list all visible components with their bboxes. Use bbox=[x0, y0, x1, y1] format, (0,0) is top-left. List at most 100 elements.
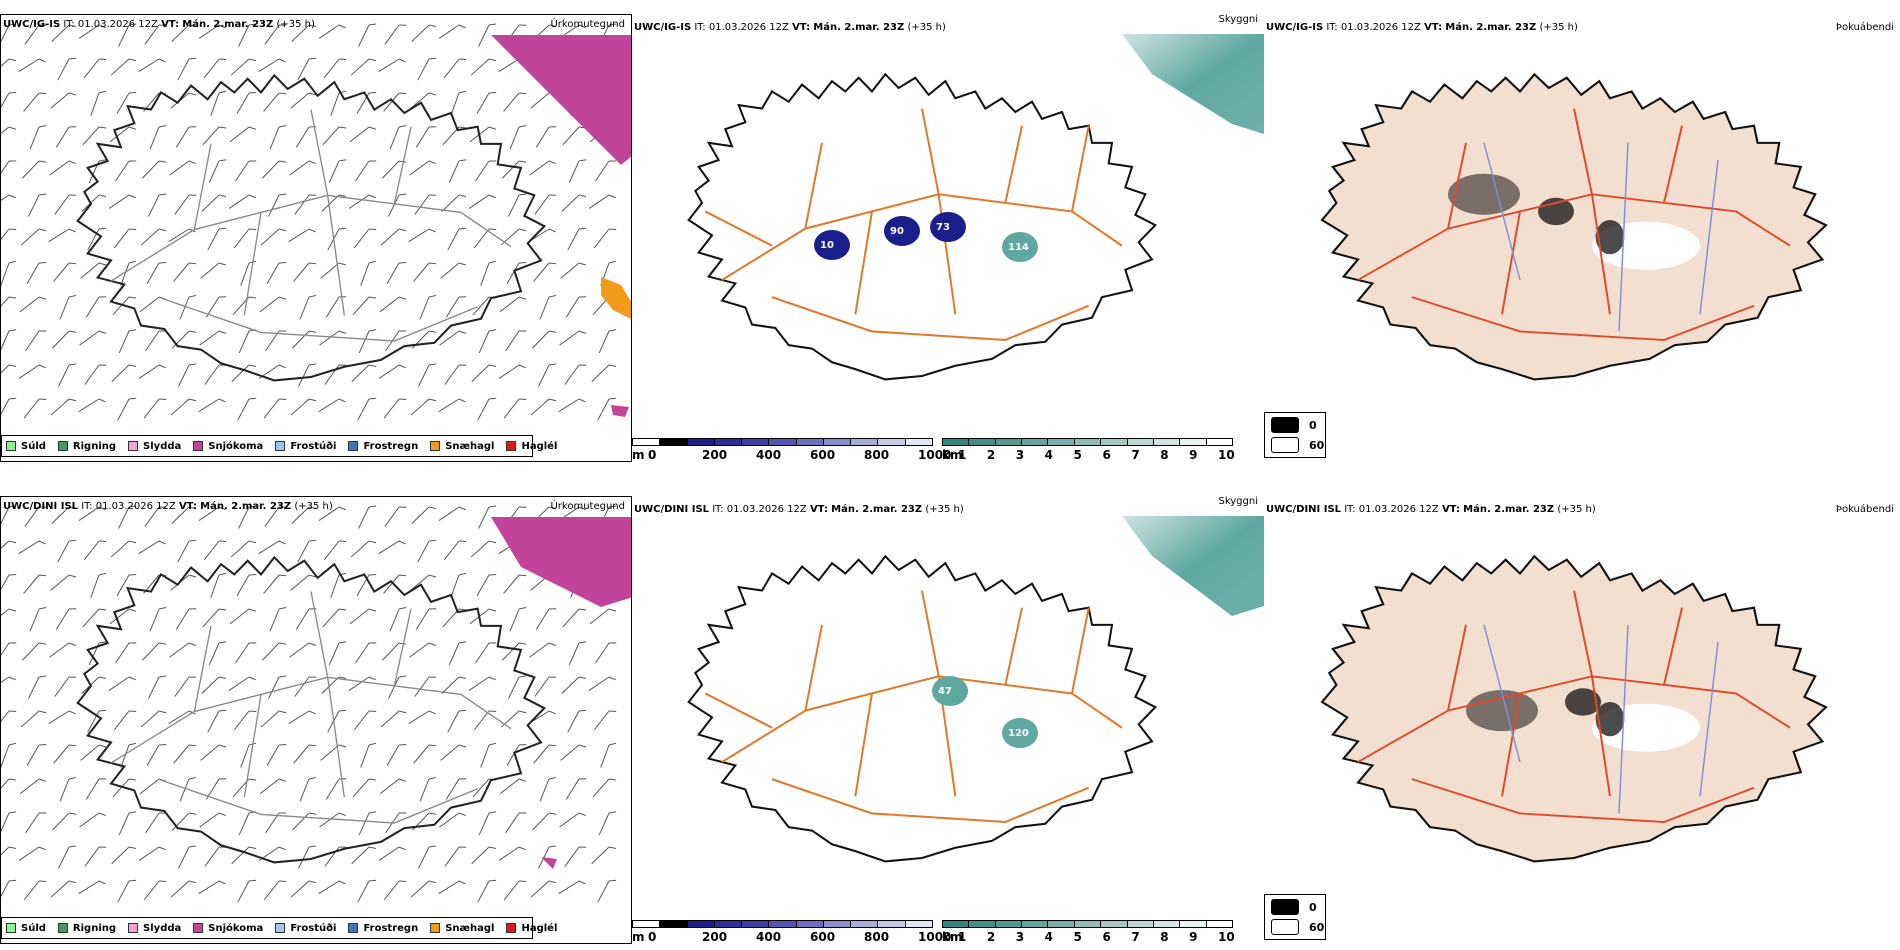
visibility-colorbar: km 1 2 3 4 5 6 7 8 9 10 bbox=[942, 438, 1235, 462]
legend-label: Frostregn bbox=[363, 440, 419, 452]
fog-field bbox=[1357, 590, 1791, 823]
visibility-panel: 90 73 10 114 Skyggni m 0 200 400 600 800 1000 km 1 2 3 4… bbox=[632, 14, 1264, 462]
colorbar-segment bbox=[768, 438, 797, 446]
panel-type-label: Þokuábendi bbox=[1835, 504, 1894, 515]
colorbar-segment bbox=[713, 438, 743, 446]
snow-depth-patch bbox=[884, 216, 920, 246]
colorbar-tick: 9 bbox=[1189, 930, 1198, 944]
legend-label: Rigning bbox=[72, 922, 117, 934]
fog-legend-label: 60 bbox=[1309, 920, 1325, 934]
colorbar-tick: 5 bbox=[1073, 448, 1082, 462]
iceland-map bbox=[1320, 72, 1828, 381]
colorbar-tick: 3 bbox=[1015, 448, 1025, 462]
snow-depth-label: 114 bbox=[1008, 242, 1029, 253]
colorbar-tick: 0 bbox=[648, 930, 657, 944]
legend-label: Snjókoma bbox=[208, 440, 264, 452]
colorbar-segment bbox=[741, 920, 770, 928]
colorbar-segment bbox=[1152, 920, 1181, 928]
colorbar-segment bbox=[741, 438, 770, 446]
colorbar-segment bbox=[686, 438, 715, 446]
snow-depth-label: 47 bbox=[938, 686, 952, 697]
colorbar-segment bbox=[1179, 920, 1207, 928]
precip-legend: Súld Rigning Slydda Snjókoma Frostúði Frostre… bbox=[1, 917, 557, 939]
fog-swatch bbox=[1271, 417, 1299, 433]
colorbar-segment bbox=[659, 438, 688, 446]
legend-item: Frostregn bbox=[348, 441, 418, 452]
panel-type-label: Úrkomutegund bbox=[550, 19, 625, 30]
colorbar-segment bbox=[1126, 920, 1154, 928]
legend-item: Súld bbox=[6, 441, 46, 452]
fog-panel: Þokuábendi 0 60 bbox=[1264, 496, 1900, 944]
colorbar-segment bbox=[659, 920, 688, 928]
sea-visibility bbox=[1122, 516, 1264, 616]
colorbar-tick: 7 bbox=[1131, 930, 1140, 944]
legend-swatch bbox=[6, 441, 16, 451]
colorbar-segment bbox=[1047, 920, 1075, 928]
colorbar-segment bbox=[942, 920, 970, 928]
colorbar-tick: 200 bbox=[702, 930, 728, 944]
fog-swatch bbox=[1271, 919, 1299, 935]
panel-header: UWC/DINI ISL IT: 01.03.2026 12Z VT: Mán.… bbox=[1266, 504, 1596, 515]
legend-swatch bbox=[506, 441, 517, 451]
colorbar-segment bbox=[795, 920, 824, 928]
fog-panel: Þokuábendi 0 60 bbox=[1264, 14, 1900, 462]
colorbar-tick: 10 bbox=[1218, 448, 1235, 462]
colorbar-tick: 8 bbox=[1160, 930, 1169, 944]
colorbar-tick: 7 bbox=[1131, 448, 1140, 462]
colorbar-segment bbox=[1021, 438, 1049, 446]
fog-legend: 0 60 bbox=[1264, 412, 1326, 458]
colorbar-tick: 0 bbox=[648, 448, 657, 462]
road-network bbox=[704, 590, 1123, 824]
iceland-map bbox=[687, 554, 1158, 863]
panel-type-label: Skyggni bbox=[1218, 14, 1258, 25]
colorbar-segment bbox=[768, 920, 797, 928]
colorbar-tick: 400 bbox=[756, 448, 782, 462]
legend-label: Snæhagl bbox=[445, 922, 495, 934]
colorbar-tick: 200 bbox=[702, 448, 728, 462]
height-colorbar: m 0 200 400 600 800 1000 bbox=[632, 920, 951, 944]
colorbar-tick: 2 bbox=[986, 930, 996, 944]
snow-depth-patch bbox=[930, 212, 966, 242]
wind-barbs bbox=[1, 23, 631, 421]
colorbar-segment bbox=[904, 438, 933, 446]
colorbar-segment bbox=[1047, 438, 1075, 446]
colorbar-segment bbox=[1126, 438, 1154, 446]
legend-swatch bbox=[193, 441, 204, 451]
snow-depth-patch bbox=[1002, 232, 1038, 262]
fog-legend-row: 60 bbox=[1271, 919, 1324, 935]
colorbar-segment bbox=[877, 920, 906, 928]
colorbar-segment bbox=[1021, 920, 1049, 928]
colorbar-segment bbox=[1100, 438, 1128, 446]
iceland-map bbox=[687, 72, 1158, 381]
colorbar-segment bbox=[1205, 920, 1233, 928]
fog-legend-label: 0 bbox=[1309, 900, 1317, 914]
colorbar-tick: 8 bbox=[1160, 448, 1169, 462]
legend-label: Haglél bbox=[521, 440, 558, 452]
iceland-map bbox=[76, 555, 547, 864]
colorbar-tick: 1 bbox=[958, 448, 967, 462]
colorbar-segment bbox=[942, 438, 970, 446]
colorbar-segment bbox=[994, 920, 1023, 928]
legend-swatch bbox=[275, 441, 286, 451]
legend-item: Haglél bbox=[506, 441, 557, 452]
colorbar-segment bbox=[632, 920, 661, 928]
legend-swatch bbox=[506, 923, 517, 933]
fog-legend: 0 60 bbox=[1264, 894, 1326, 940]
colorbar-tick: 1000 bbox=[918, 448, 952, 462]
visibility-panel: 120 47 Skyggni m 0 200 400 600 800 1000 km 1 2 3 4 5 6 7 8… bbox=[632, 496, 1264, 944]
legend-swatch bbox=[6, 923, 16, 933]
colorbar-segment bbox=[850, 438, 879, 446]
colorbar-segment bbox=[1205, 438, 1233, 446]
colorbar-tick: 6 bbox=[1102, 448, 1111, 462]
snow-depth-label: 73 bbox=[936, 222, 950, 233]
colorbar-segment bbox=[904, 920, 933, 928]
legend-item: Snæhagl bbox=[430, 923, 494, 934]
colorbar-unit: m bbox=[632, 448, 645, 462]
legend-swatch bbox=[128, 923, 139, 933]
fog-legend-row: 60 bbox=[1271, 437, 1324, 453]
legend-swatch bbox=[193, 923, 204, 933]
precip-legend: Súld Rigning Slydda Snjókoma Frostúði Frostre… bbox=[1, 435, 557, 457]
legend-swatch bbox=[430, 923, 441, 933]
legend-swatch bbox=[348, 441, 359, 451]
colorbar-tick: 6 bbox=[1102, 930, 1111, 944]
